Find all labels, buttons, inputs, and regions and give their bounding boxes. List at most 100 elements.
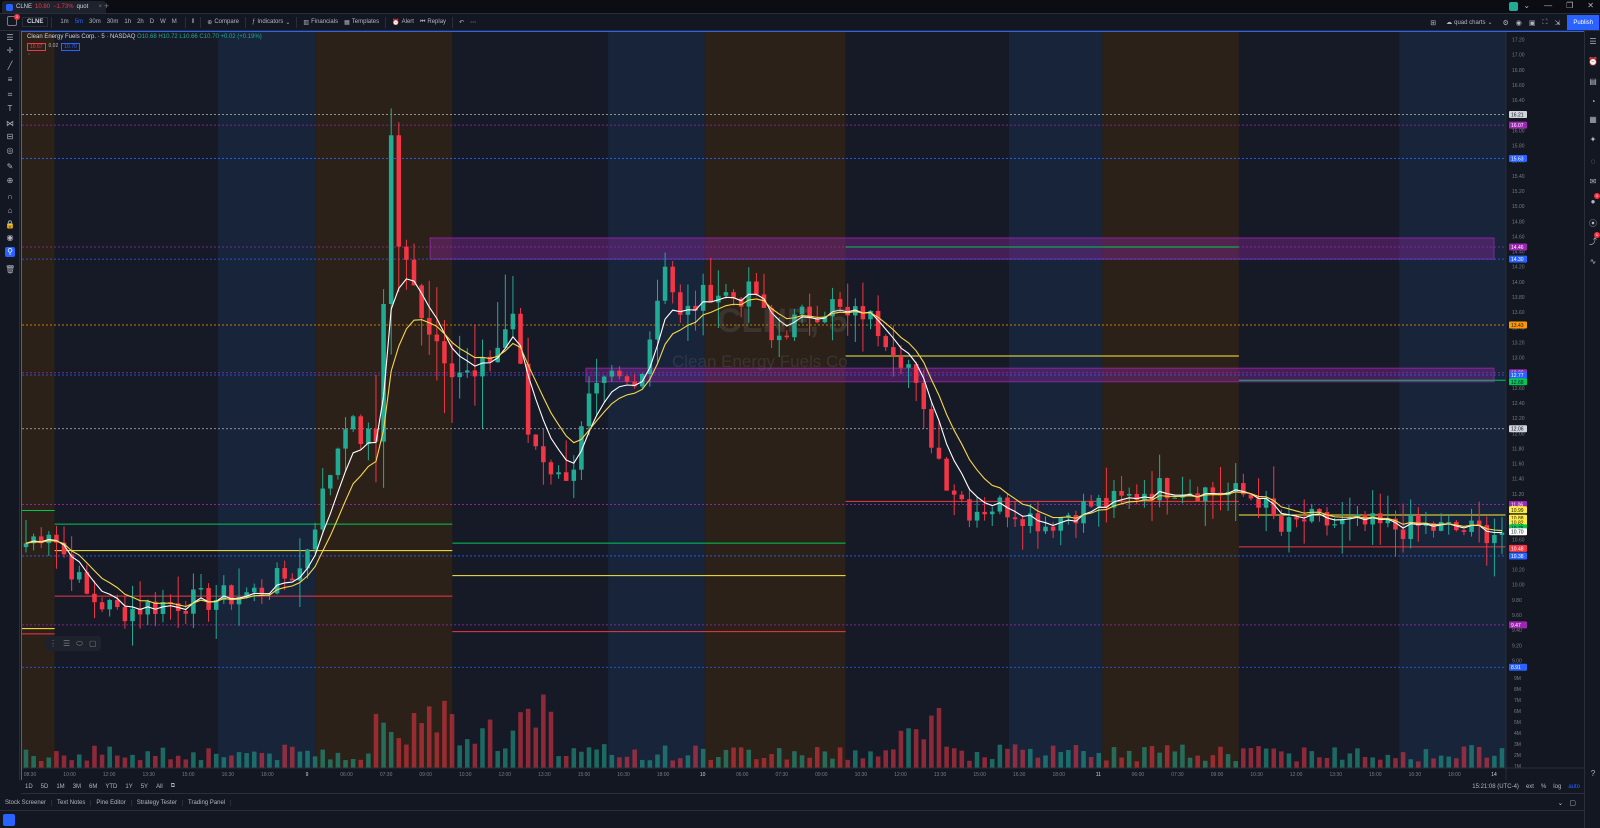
goto-date-icon[interactable]: ⧉ [170,783,176,789]
eye-icon[interactable]: ◎ [6,146,14,155]
interval-1m[interactable]: 1m [60,19,69,25]
cursor-icon[interactable]: ✛ [6,46,14,55]
range-5d[interactable]: 5D [40,783,49,790]
alerts-icon[interactable]: ⏰ [1588,57,1598,66]
buy-button[interactable]: 10.70 [61,43,80,51]
rectangle-icon[interactable]: ▢ [89,639,97,648]
brush-icon[interactable]: ✎ [6,162,14,171]
broadcast-icon[interactable]: ⦿ [1589,219,1597,228]
interval-2h[interactable]: 2h [137,19,144,25]
hotlist-icon[interactable]: ◔ [1590,97,1596,106]
range-1d[interactable]: 1D [25,783,33,790]
alert-button[interactable]: ⏰ Alert [389,19,417,26]
notifications-icon[interactable]: ● [1590,197,1596,206]
interval-W[interactable]: W [160,19,166,25]
layout-grid-icon[interactable]: ⊞ [1430,19,1437,27]
chart-pane[interactable]: 9.009.209.409.609.8010.0010.2010.4010.60… [21,31,1585,781]
streams-icon[interactable]: ◌ [1590,157,1596,166]
range-all[interactable]: All [156,783,163,790]
legend-collapse-icon[interactable]: ⌃ [27,53,32,59]
log-toggle[interactable]: log [1553,784,1562,790]
magnet-icon[interactable]: ∩ [7,192,13,201]
camera-icon[interactable]: ▣ [1528,19,1536,27]
ext-toggle[interactable]: ext [1525,784,1534,790]
collapse-panel-icon[interactable]: ⌄ [1557,800,1564,807]
ideas-icon[interactable]: ✦ [1589,135,1597,144]
trend-line-icon[interactable]: ╱ [7,61,13,70]
prediction-icon[interactable]: ⋈ [6,119,14,128]
lock-icon[interactable]: 🔒 [5,220,15,229]
zoom-icon[interactable]: ⊕ [6,176,14,185]
ellipse-icon[interactable]: ⬭ [76,638,84,648]
auto-toggle[interactable]: auto [1568,784,1580,790]
symbol-search-button[interactable]: CLNE [22,17,49,27]
drag-handle-icon[interactable]: ⋮ [49,639,57,648]
range-6m[interactable]: 6M [89,783,98,790]
templates-button[interactable]: ▦ Templates [341,19,382,26]
measure-icon[interactable]: ⊟ [6,132,14,141]
user-avatar[interactable] [7,16,17,26]
clock-label[interactable]: 15:21:08 (UTC-4) [1472,784,1519,790]
window-maximize-button[interactable]: ❐ [1566,1,1574,10]
text-icon[interactable]: T [7,104,13,113]
settings-gear-icon[interactable]: ⚙ [1502,19,1509,27]
collapse-icon[interactable]: ⇲ [1554,19,1561,27]
window-close-button[interactable]: ✕ [1587,1,1594,10]
save-icon[interactable]: ◉ [1515,19,1522,27]
interval-1h[interactable]: 1h [124,19,132,25]
publish-button[interactable]: Publish [1567,15,1599,30]
pattern-icon[interactable]: ⌗ [7,90,13,99]
volume-bar [860,758,866,768]
financials-button[interactable]: ▥ Financials [300,19,341,26]
template-icon[interactable]: ☰ [63,639,71,648]
replay-button[interactable]: ⏮ Replay [417,19,449,26]
calendar-icon[interactable]: ▦ [1589,115,1597,124]
fib-icon[interactable]: ≡ [7,75,13,84]
trend-icon[interactable]: ∿ [1589,257,1597,266]
watchlist-icon[interactable]: ☰ [1589,37,1597,46]
range-1m[interactable]: 1M [56,783,65,790]
alert-drawing-icon[interactable]: ⚲ [5,247,15,257]
new-tab-button[interactable]: + [104,1,110,11]
interval-5m[interactable]: 5m [74,19,84,25]
indicators-button[interactable]: ƒ Indicators ⌄ [249,19,293,26]
maximize-panel-icon[interactable]: ▢ [1569,800,1576,807]
interval-30m[interactable]: 30m [106,19,119,25]
tab-trading-panel[interactable]: Trading Panel [183,800,232,806]
lock-drawing-icon[interactable]: ⌂ [7,206,13,215]
range-5y[interactable]: 5Y [140,783,149,790]
undo-button[interactable]: ↶ [456,19,467,26]
tab-pine-editor[interactable]: Pine Editor [91,800,132,806]
chart-type-button[interactable]: ⫴ [189,19,198,26]
volume-bar [236,752,242,768]
layout-name-button[interactable]: ☁ quad charts ⌄ [1443,19,1495,27]
sell-button[interactable]: 10.67 [27,43,46,51]
percent-toggle[interactable]: % [1540,784,1547,790]
help-icon[interactable]: ? [1590,769,1596,778]
data-window-icon[interactable]: ▤ [1589,77,1597,86]
tab-strategy-tester[interactable]: Strategy Tester [132,800,183,806]
window-minimize-button[interactable]: — [1544,1,1553,10]
redo-button[interactable]: ⋯ [467,19,479,26]
visibility-icon[interactable]: ◉ [6,233,14,242]
range-ytd[interactable]: YTD [105,783,118,790]
browser-tab[interactable]: CLNE 10.80 −1.73% quot × [2,1,106,13]
interval-M[interactable]: M [171,19,177,25]
range-3m[interactable]: 3M [72,783,82,790]
tradingview-logo-icon[interactable] [3,814,15,826]
chart-icon[interactable]: ⤴ [1589,237,1597,246]
tab-close-icon[interactable]: × [98,4,102,10]
window-dropdown-button[interactable]: ⌄ [1523,1,1531,10]
interval-D[interactable]: D [149,19,155,25]
extension-icon[interactable] [1509,2,1518,11]
fullscreen-icon[interactable]: ⛶ [1542,18,1548,26]
range-1y[interactable]: 1Y [125,783,133,790]
compare-button[interactable]: ⊕ Compare [204,19,242,26]
chat-icon[interactable]: ✉ [1589,177,1597,186]
tab-text-notes[interactable]: Text Notes [52,800,92,806]
menu-icon[interactable]: ☰ [6,33,14,42]
interval-30m[interactable]: 30m [89,19,101,25]
tab-stock-screener[interactable]: Stock Screener [0,800,53,806]
price-chart[interactable]: 9.009.209.409.609.8010.0010.2010.4010.60… [22,32,1585,781]
trash-icon[interactable]: 🗑 [5,265,16,274]
